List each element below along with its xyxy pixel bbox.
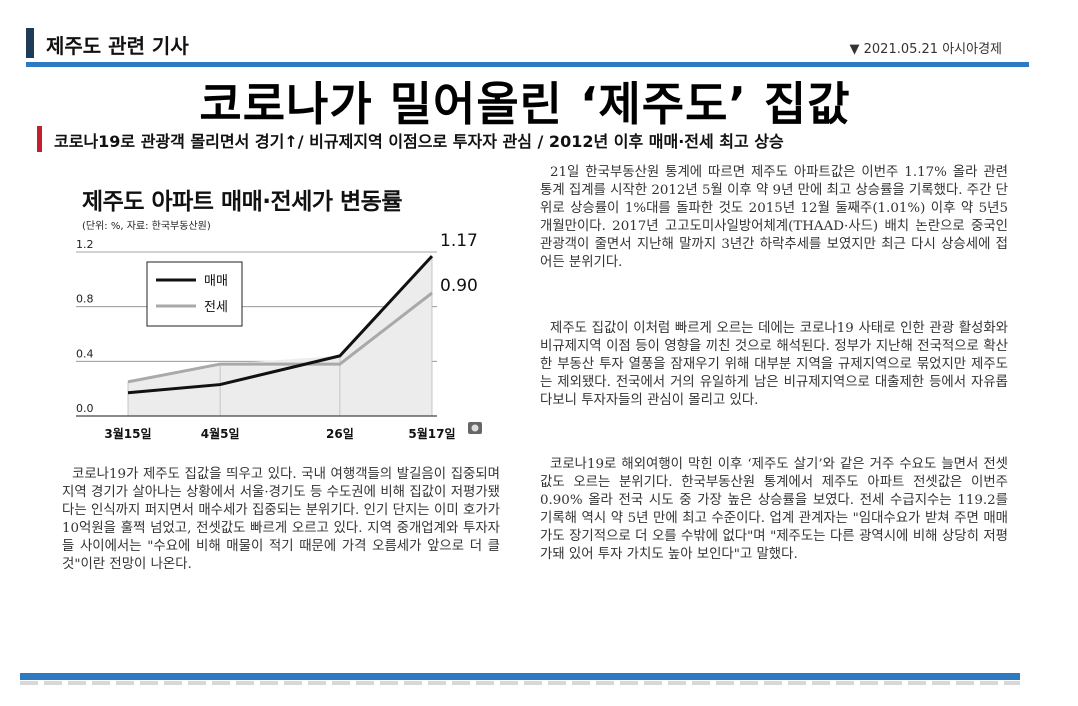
subheadline: 코로나19로 관광객 몰리면서 경기↑/ 비규제지역 이점으로 투자자 관심 /… — [54, 132, 784, 151]
y-tick-label: 0.0 — [76, 402, 94, 415]
section-title: 제주도 관련 기사 — [46, 34, 189, 58]
legend-label-매매: 매매 — [204, 274, 228, 289]
legend-box — [146, 261, 243, 327]
bottom-footer-strip — [20, 681, 1020, 685]
series-line-전세 — [127, 291, 433, 384]
chart-unit-note: (단위: %, 자료: 한국부동산원) — [82, 221, 211, 232]
x-tick-label: 26일 — [326, 427, 354, 441]
x-tick-label: 4월5일 — [201, 426, 240, 441]
article-paragraph-1: 21일 한국부동산원 통계에 따르면 제주도 아파트값은 이번주 1.17% 올… — [540, 165, 1008, 271]
camera-lens — [471, 424, 479, 432]
series-line-매매 — [127, 255, 434, 395]
end-label-전세: 0.90 — [440, 276, 478, 296]
bottom-rule — [20, 673, 1020, 680]
y-tick-label: 1.2 — [76, 238, 94, 251]
x-tick-label: 5월17일 — [408, 426, 455, 441]
x-tick-label: 3월15일 — [104, 426, 151, 441]
headline: 코로나가 밀어올린 ‘제주도’ 집값 — [199, 77, 851, 131]
article-left-paragraph: 코로나19가 제주도 집값을 띄우고 있다. 국내 여행객들의 발길음이 집중되… — [62, 467, 500, 573]
article-paragraph-2: 제주도 집값이 이처럼 빠르게 오르는 데에는 코로나19 사태로 인한 관광 … — [540, 321, 1008, 409]
date-source: ▼ 2021.05.21 아시아경제 — [849, 42, 1003, 57]
area-fill — [128, 256, 432, 416]
legend-label-전세: 전세 — [204, 300, 228, 315]
section-bar — [26, 28, 34, 58]
subheadline-bar — [37, 126, 42, 152]
price-change-chart: 제주도 아파트 매매·전세가 변동률 (단위: %, 자료: 한국부동산원) 0… — [62, 180, 482, 450]
chart-title: 제주도 아파트 매매·전세가 변동률 — [82, 189, 403, 215]
y-tick-label: 0.8 — [76, 293, 94, 306]
end-label-매매: 1.17 — [440, 231, 478, 251]
top-rule — [26, 62, 1029, 67]
y-tick-label: 0.4 — [76, 347, 94, 360]
chart-svg: 0.0 0.4 0.8 1.2 1.17 0.90 3월15일 4월5일 26일 5월17일 매매전… — [76, 231, 482, 441]
article-paragraph-3: 코로나19로 해외여행이 막힌 이후 ‘제주도 살기’와 같은 거주 수요도 늘… — [540, 457, 1008, 563]
